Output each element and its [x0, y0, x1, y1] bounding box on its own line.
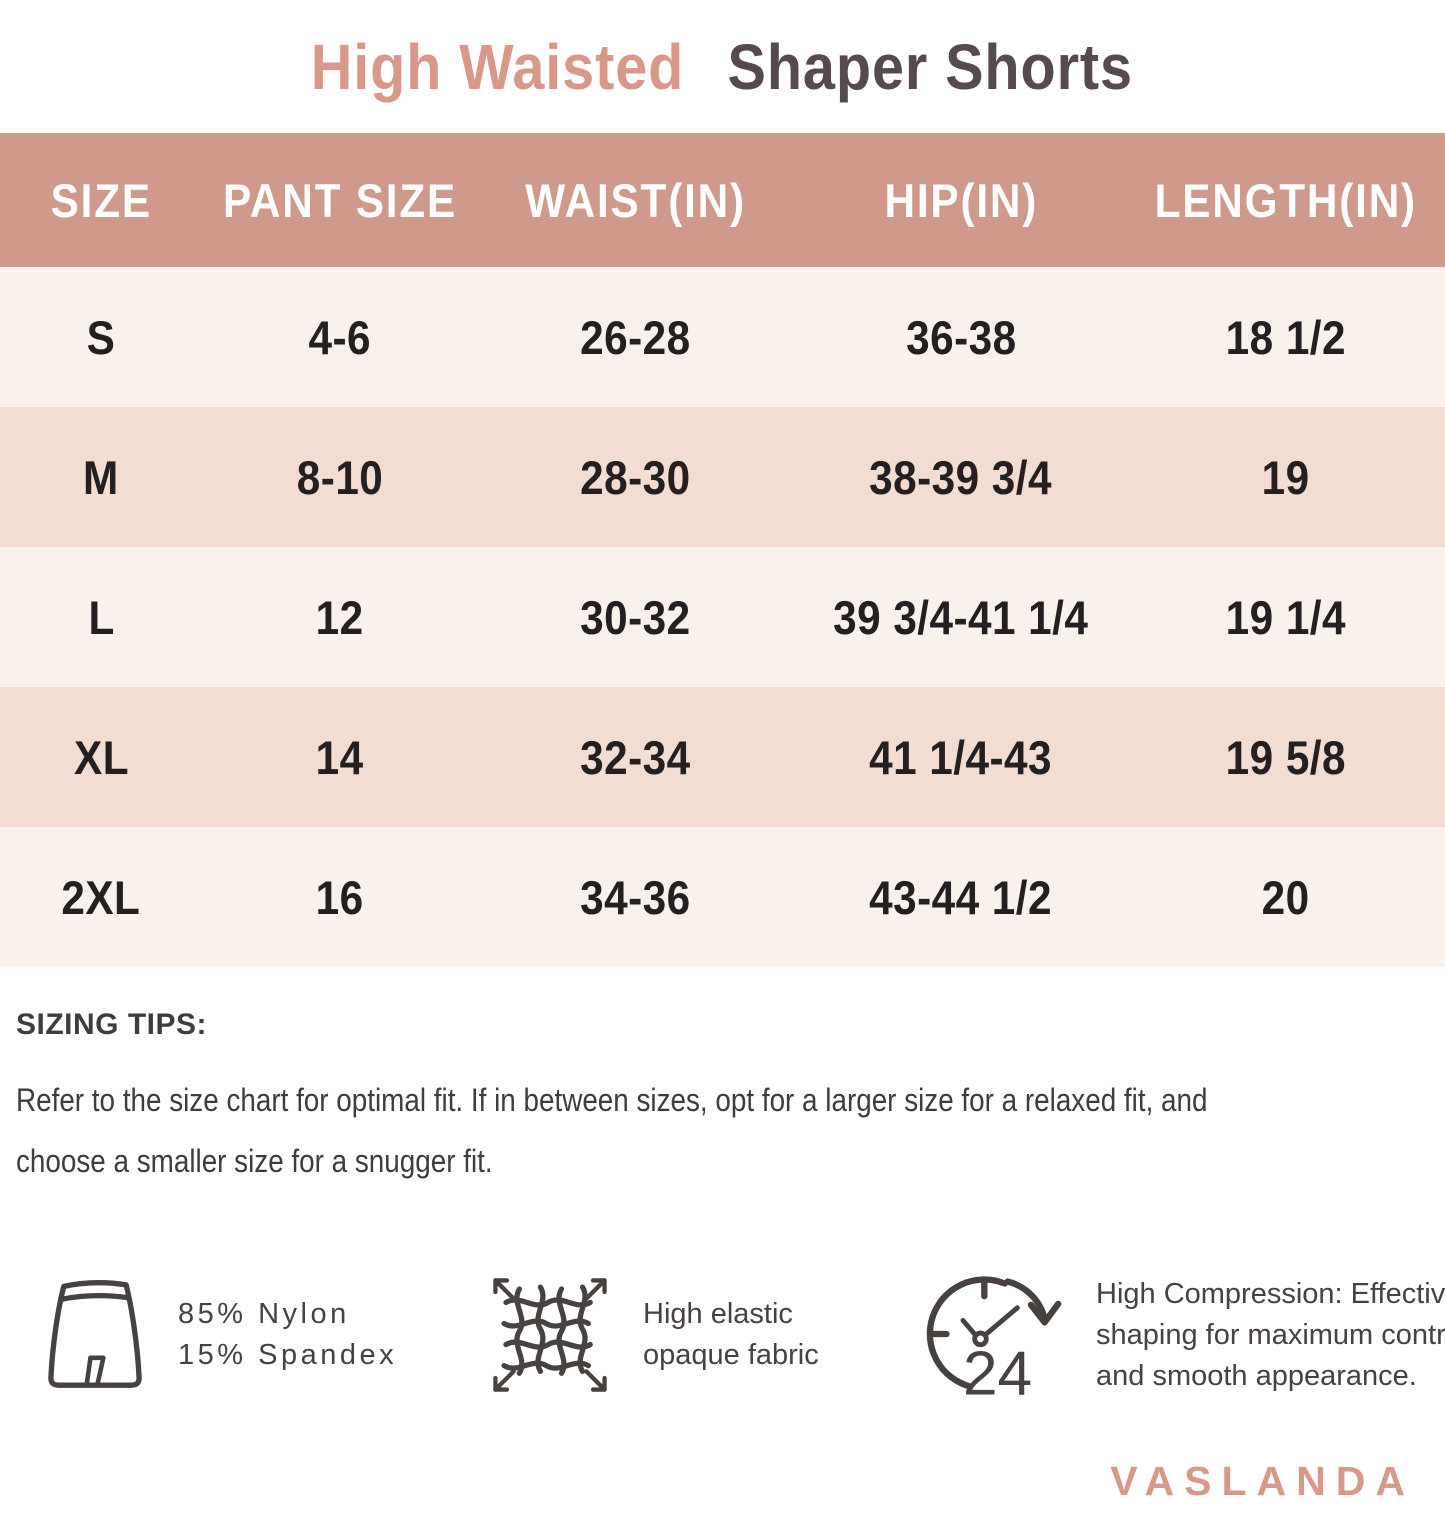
table-cell: M [83, 450, 119, 504]
feature-line: opaque fabric [643, 1339, 819, 1371]
sizing-tips-line: choose a smaller size for a snugger fit. [16, 1143, 493, 1179]
sizing-tips-body: Refer to the size chart for optimal fit.… [16, 1070, 1436, 1192]
shorts-icon [48, 1280, 142, 1388]
sizing-tips-section: SIZING TIPS: Refer to the size chart for… [16, 1008, 1436, 1192]
feature-line: High Compression: Effective [1096, 1277, 1445, 1310]
sizing-tips-line: Refer to the size chart for optimal fit.… [16, 1082, 1208, 1118]
brand-logo: VASLANDA [1110, 1458, 1415, 1504]
table-cell: 12 [315, 590, 364, 644]
table-cell: 8-10 [296, 450, 383, 504]
table-cell: 41 1/4-43 [869, 730, 1053, 784]
feature-text: High elastic opaque fabric [643, 1294, 819, 1376]
feature-line: High elastic [643, 1298, 793, 1330]
table-cell: 38-39 3/4 [869, 450, 1053, 504]
table-cell: 14 [315, 730, 364, 784]
feature-text: High Compression: Effective shaping for … [1096, 1274, 1445, 1397]
table-cell: 36-38 [905, 310, 1017, 364]
feature-elastic-fabric: High elastic opaque fabric [483, 1255, 819, 1415]
column-header-hip: HIP(IN) [884, 173, 1038, 227]
table-row-m: M 8-10 28-30 38-39 3/4 19 [0, 407, 1445, 547]
feature-line: 15% Spandex [178, 1339, 398, 1371]
table-header-row: SIZE PANT SIZE WAIST(IN) HIP(IN) LENGTH(… [0, 133, 1445, 267]
table-row-xl: XL 14 32-34 41 1/4-43 19 5/8 [0, 687, 1445, 827]
column-header-pant: PANT SIZE [222, 173, 457, 227]
column-header-size: SIZE [50, 173, 152, 227]
table-cell: 18 1/2 [1225, 310, 1347, 364]
feature-line: 85% Nylon [178, 1298, 350, 1330]
feature-fabric-composition: 85% Nylon 15% Spandex [38, 1255, 397, 1415]
table-cell: 39 3/4-41 1/4 [833, 590, 1089, 644]
clock-24-label: 24 [963, 1339, 1032, 1404]
table-cell: 43-44 1/2 [869, 870, 1053, 924]
table-cell: 26-28 [580, 310, 692, 364]
table-cell: XL [73, 730, 129, 784]
size-chart-table: SIZE PANT SIZE WAIST(IN) HIP(IN) LENGTH(… [0, 133, 1445, 967]
table-row-s: S 4-6 26-28 36-38 18 1/2 [0, 267, 1445, 407]
feature-text: 85% Nylon 15% Spandex [178, 1294, 397, 1376]
table-cell: 34-36 [580, 870, 692, 924]
feature-high-compression: 24 High Compression: Effective shaping f… [922, 1255, 1445, 1415]
table-cell: 16 [315, 870, 364, 924]
table-row-2xl: 2XL 16 34-36 43-44 1/2 20 [0, 827, 1445, 967]
column-header-length: LENGTH(IN) [1154, 173, 1418, 227]
feature-line: and smooth appearance. [1096, 1359, 1417, 1392]
mesh-icon [493, 1278, 607, 1392]
table-cell: S [86, 310, 116, 364]
title-rest: Shaper Shorts [727, 31, 1133, 103]
table-cell: 30-32 [580, 590, 692, 644]
table-cell: 2XL [61, 870, 141, 924]
table-cell: 19 1/4 [1225, 590, 1347, 644]
table-cell: 19 5/8 [1225, 730, 1347, 784]
table-row-l: L 12 30-32 39 3/4-41 1/4 19 1/4 [0, 547, 1445, 687]
table-cell: 20 [1262, 870, 1310, 924]
feature-line: shaping for maximum control [1096, 1318, 1445, 1351]
table-cell: 32-34 [580, 730, 692, 784]
clock-24-icon: 24 [926, 1276, 1062, 1404]
table-cell: 19 [1262, 450, 1310, 504]
column-header-waist: WAIST(IN) [525, 173, 747, 227]
table-cell: L [87, 590, 115, 644]
table-cell: 4-6 [308, 310, 371, 364]
table-cell: 28-30 [580, 450, 692, 504]
sizing-tips-title: SIZING TIPS: [16, 1008, 208, 1041]
title-highlight: High Waisted [310, 31, 685, 103]
page-title: High Waisted Shaper Shorts [0, 30, 1445, 104]
